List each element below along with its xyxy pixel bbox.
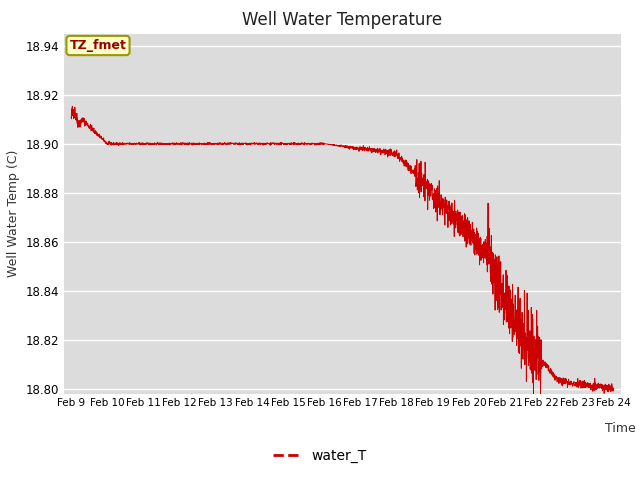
X-axis label: Time: Time (605, 422, 636, 435)
Title: Well Water Temperature: Well Water Temperature (243, 11, 442, 29)
Y-axis label: Well Water Temp (C): Well Water Temp (C) (7, 150, 20, 277)
Text: TZ_fmet: TZ_fmet (70, 39, 127, 52)
Legend: water_T: water_T (268, 443, 372, 468)
